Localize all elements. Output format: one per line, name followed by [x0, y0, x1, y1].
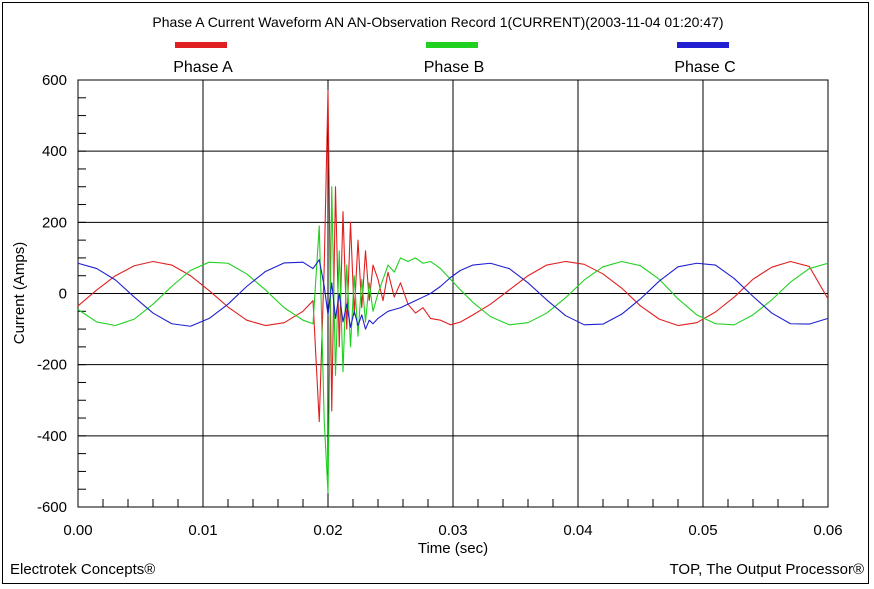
x-tick-label: 0.01	[188, 522, 217, 539]
y-tick-label: -600	[37, 499, 67, 516]
y-tick-labels: -600 -400 -200 0 200 400 600	[37, 72, 67, 516]
series-layer	[77, 90, 829, 494]
x-tick-label: 0.02	[313, 522, 342, 539]
y-tick-label: -200	[37, 357, 67, 374]
legend-swatch	[175, 42, 227, 48]
legend-label: Phase A	[173, 59, 233, 76]
x-tick-label: 0.05	[688, 522, 717, 539]
y-tick-label: -400	[37, 428, 67, 445]
y-tick-label: 0	[59, 286, 67, 303]
x-tick-label: 0.00	[63, 522, 92, 539]
series-line-phase-b	[77, 186, 829, 494]
legend-label: Phase B	[424, 59, 484, 76]
legend-swatch	[426, 42, 478, 48]
legend-swatch	[677, 42, 729, 48]
legend: Phase A Phase B Phase C	[173, 42, 736, 76]
chart-title: Phase A Current Waveform AN AN-Observati…	[152, 14, 723, 30]
grid	[78, 80, 828, 507]
x-tick-label: 0.06	[813, 522, 842, 539]
x-axis-label: Time (sec)	[418, 540, 488, 557]
y-tick-label: 200	[42, 214, 67, 231]
footer-right-credit: TOP, The Output Processor®	[670, 561, 864, 578]
x-tick-labels: 0.00 0.01 0.02 0.03 0.04 0.05 0.06	[63, 522, 842, 539]
footer-left-credit: Electrotek Concepts®	[10, 561, 155, 578]
series-line-phase-a	[77, 90, 829, 423]
minor-ticks	[77, 79, 829, 508]
series-line-phase-c	[77, 259, 829, 330]
y-axis-label: Current (Amps)	[11, 242, 28, 345]
x-tick-label: 0.03	[438, 522, 467, 539]
x-tick-label: 0.04	[563, 522, 592, 539]
legend-label: Phase C	[674, 59, 735, 76]
y-tick-label: 600	[42, 72, 67, 89]
y-tick-label: 400	[42, 143, 67, 160]
